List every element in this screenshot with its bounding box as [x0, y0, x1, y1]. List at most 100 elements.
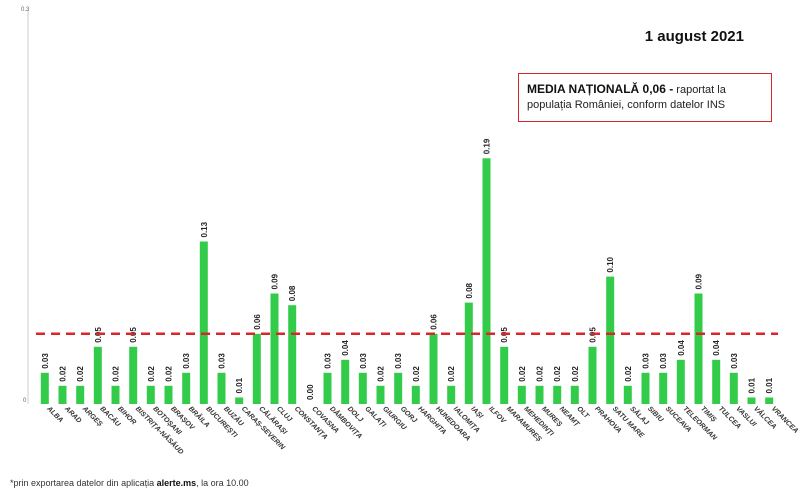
category-label: ALBA: [45, 405, 64, 424]
y-axis-zero-tick: 0: [23, 398, 27, 404]
bar: [129, 346, 138, 404]
bar-value-label: 0.02: [59, 366, 68, 382]
footnote: *prin exportarea datelor din aplicația a…: [10, 478, 249, 488]
bar-value-label: 0.03: [659, 353, 668, 369]
value-labels-group: 0.030.020.020.050.020.050.020.020.030.13…: [41, 138, 774, 400]
bar-value-label: 0.03: [324, 353, 333, 369]
bar-value-label: 0.00: [306, 384, 315, 400]
bar: [517, 385, 526, 404]
bar: [747, 397, 756, 404]
category-label: OLT: [575, 405, 590, 420]
bar: [341, 359, 350, 404]
bar: [93, 346, 102, 404]
bar: [500, 346, 509, 404]
bar: [270, 293, 279, 404]
bar: [765, 397, 774, 404]
category-label: IAȘI: [469, 405, 484, 420]
bar: [252, 333, 261, 404]
bar-value-label: 0.03: [730, 353, 739, 369]
bar: [570, 385, 579, 404]
bar: [40, 372, 49, 404]
bar-value-label: 0.08: [288, 285, 297, 301]
bar-value-label: 0.02: [571, 366, 580, 382]
bar: [641, 372, 650, 404]
bar: [535, 385, 544, 404]
footnote-prefix: *prin exportarea datelor din aplicația: [10, 478, 157, 488]
bar: [376, 385, 385, 404]
chart-date: 1 august 2021: [644, 28, 744, 45]
bar: [182, 372, 191, 404]
bar: [164, 385, 173, 404]
bar: [712, 359, 721, 404]
bar-value-label: 0.03: [642, 353, 651, 369]
bar-value-label: 0.01: [748, 377, 757, 393]
bar-value-label: 0.03: [182, 353, 191, 369]
bar-value-label: 0.04: [677, 340, 686, 356]
bar-value-label: 0.09: [695, 273, 704, 289]
bar-value-label: 0.02: [447, 366, 456, 382]
footnote-source: alerte.ms: [156, 478, 197, 488]
category-labels-group: ALBAARADARGEȘBACĂUBIHORBISTRIȚA-NĂSĂUDBO…: [45, 404, 800, 456]
bar-value-label: 0.02: [377, 366, 386, 382]
footnote-suffix: , la ora 10.00: [196, 478, 249, 488]
bar: [323, 372, 332, 404]
bar-value-label: 0.08: [465, 282, 474, 298]
bar: [482, 158, 491, 404]
bar: [553, 385, 562, 404]
bar-value-label: 0.13: [200, 221, 209, 237]
bar-value-label: 0.09: [271, 273, 280, 289]
category-label: ARAD: [62, 405, 82, 425]
bar-value-label: 0.02: [518, 366, 527, 382]
bar: [464, 302, 473, 404]
bar-value-label: 0.01: [235, 377, 244, 393]
national-average-title: MEDIA NAȚIONALĂ 0,06 -: [527, 82, 674, 96]
bar-value-label: 0.02: [165, 366, 174, 382]
bar: [199, 241, 208, 404]
bar: [606, 276, 615, 404]
bar-value-label: 0.03: [41, 353, 50, 369]
bar-value-label: 0.03: [218, 353, 227, 369]
bar: [288, 305, 297, 404]
bar: [588, 346, 597, 404]
bar: [358, 372, 367, 404]
bar: [111, 385, 120, 404]
y-axis-top-tick: 0.3: [21, 7, 30, 13]
bar-value-label: 0.02: [553, 366, 562, 382]
bar: [58, 385, 67, 404]
bar: [447, 385, 456, 404]
bar-value-label: 0.06: [430, 314, 439, 330]
bar: [623, 385, 632, 404]
category-label: VRANCEA: [770, 405, 799, 434]
bar-value-label: 0.02: [536, 366, 545, 382]
national-average-box: MEDIA NAȚIONALĂ 0,06 - raportat la popul…: [518, 73, 772, 122]
bar: [235, 397, 244, 404]
bar-value-label: 0.03: [359, 353, 368, 369]
bars-group: [40, 158, 774, 404]
bar-value-label: 0.02: [147, 366, 156, 382]
bar-value-label: 0.02: [412, 366, 421, 382]
bar: [394, 372, 403, 404]
bar: [676, 359, 685, 404]
bar: [429, 333, 438, 404]
bar-value-label: 0.02: [112, 366, 121, 382]
bar-value-label: 0.02: [76, 366, 85, 382]
bar-value-label: 0.06: [253, 314, 262, 330]
category-label: ILFOV: [487, 405, 507, 425]
bar-value-label: 0.04: [712, 340, 721, 356]
bar: [146, 385, 155, 404]
bar: [76, 385, 85, 404]
bar-value-label: 0.10: [606, 256, 615, 272]
bar: [411, 385, 420, 404]
national-average-text: raportat la populația României, conform …: [527, 84, 726, 111]
bar: [217, 372, 226, 404]
bar: [694, 293, 703, 404]
bar-value-label: 0.04: [341, 340, 350, 356]
bar-value-label: 0.03: [394, 353, 403, 369]
category-label: CONSTANȚA: [293, 405, 329, 441]
bar: [659, 372, 668, 404]
bar-value-label: 0.01: [765, 377, 774, 393]
bar: [729, 372, 738, 404]
bar-value-label: 0.19: [483, 138, 492, 154]
bar-value-label: 0.02: [624, 366, 633, 382]
